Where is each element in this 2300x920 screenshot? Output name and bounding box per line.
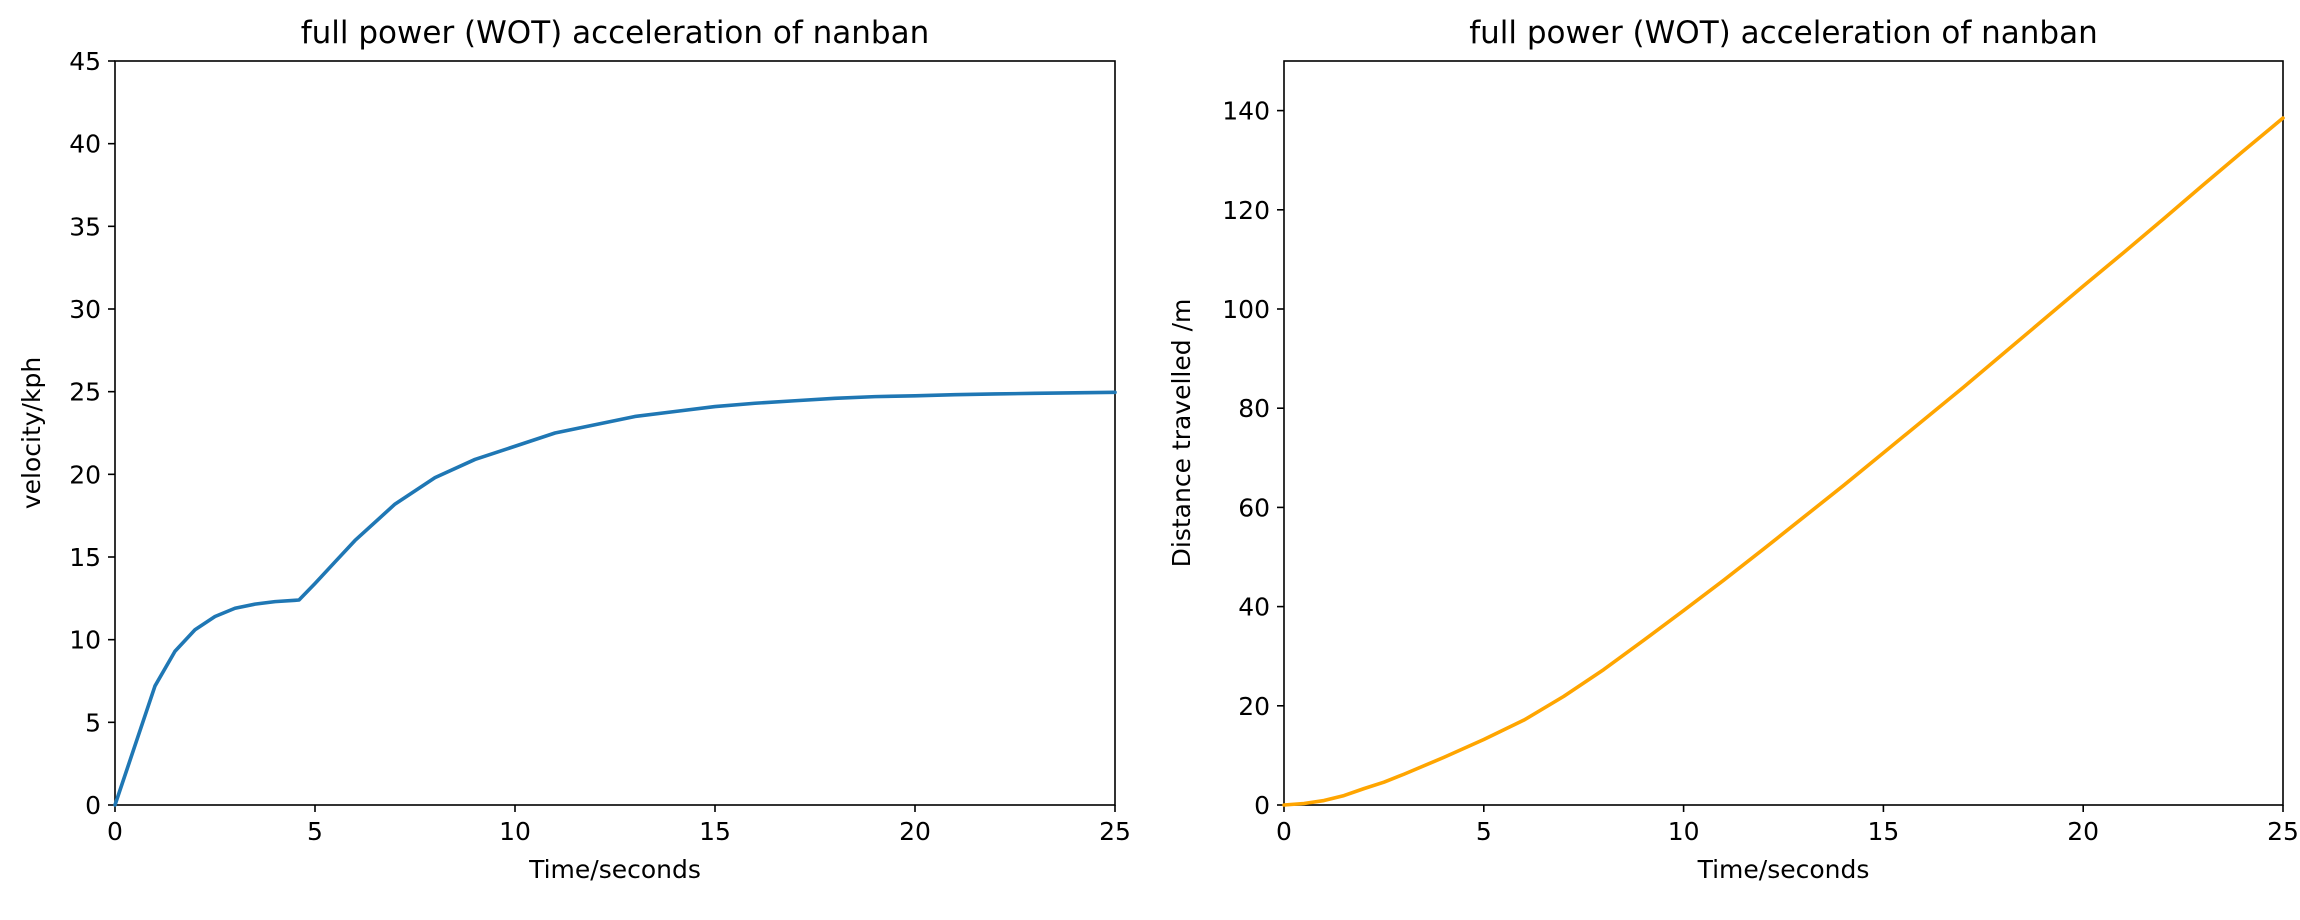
distance-y-tick-label: 140 (1222, 97, 1270, 126)
distance-x-tick-label: 25 (2267, 817, 2299, 846)
velocity-y-tick-label: 30 (69, 295, 101, 324)
distance-y-tick-label: 60 (1238, 493, 1270, 522)
velocity-x-tick-label: 25 (1099, 817, 1131, 846)
velocity-y-tick-label: 45 (69, 47, 101, 76)
velocity-y-tick-label: 25 (69, 378, 101, 407)
distance-x-tick-label: 0 (1276, 817, 1292, 846)
velocity-x-tick-label: 20 (899, 817, 931, 846)
distance-chart-title: full power (WOT) acceleration of nanban (1469, 15, 2098, 51)
distance-x-tick-label: 20 (2067, 817, 2099, 846)
distance-y-tick-label: 120 (1222, 196, 1270, 225)
distance-x-axis-label: Time/seconds (1697, 855, 1870, 884)
distance-y-axis-label: Distance travelled /m (1167, 299, 1196, 568)
velocity-y-tick-label: 5 (85, 708, 101, 737)
velocity-y-tick-label: 20 (69, 460, 101, 489)
velocity-axes-frame (114, 60, 1116, 806)
distance-axes-frame (1283, 60, 2284, 806)
velocity-y-tick-label: 0 (85, 791, 101, 820)
distance-panel: full power (WOT) acceleration of nanban 0… (1167, 15, 2299, 884)
distance-x-tick-label: 15 (1867, 817, 1899, 846)
velocity-x-tick-label: 0 (107, 817, 123, 846)
velocity-chart-title: full power (WOT) acceleration of nanban (301, 15, 930, 51)
distance-y-tick-label: 20 (1238, 692, 1270, 721)
velocity-x-tick-label: 5 (307, 817, 323, 846)
velocity-y-tick-label: 40 (69, 130, 101, 159)
velocity-panel: full power (WOT) acceleration of nanban 0… (17, 15, 1131, 884)
distance-y-tick-label: 80 (1238, 394, 1270, 423)
velocity-y-tick-label: 10 (69, 626, 101, 655)
distance-y-tick-label: 0 (1254, 791, 1270, 820)
distance-x-tick-label: 10 (1668, 817, 1700, 846)
velocity-x-tick-label: 15 (699, 817, 731, 846)
velocity-y-tick-label: 35 (69, 212, 101, 241)
distance-x-tick-label: 5 (1476, 817, 1492, 846)
velocity-x-axis-label: Time/seconds (528, 855, 701, 884)
distance-series-line (1282, 116, 2285, 807)
velocity-x-tick-label: 10 (499, 817, 531, 846)
velocity-y-tick-label: 15 (69, 543, 101, 572)
distance-y-tick-label: 40 (1238, 593, 1270, 622)
velocity-series-line (113, 390, 1117, 807)
distance-y-tick-label: 100 (1222, 295, 1270, 324)
velocity-y-axis-label: velocity/kph (17, 357, 46, 509)
